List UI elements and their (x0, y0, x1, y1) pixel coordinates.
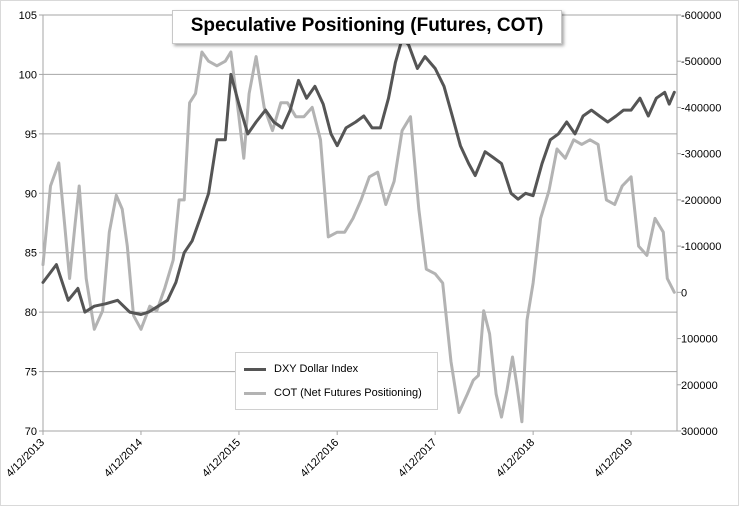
left-axis-ticks: 70 75 80 85 90 95 100 105 (19, 10, 43, 438)
series-line-dxy (41, 37, 676, 316)
right-tick-label: 200000 (681, 380, 718, 392)
series-dxy-group (41, 37, 676, 316)
right-tick-label: -400000 (681, 102, 721, 114)
series-cot-group (41, 50, 676, 424)
right-tick-label: -200000 (681, 195, 721, 207)
right-tick-label: -100000 (681, 241, 721, 253)
legend-swatch-dxy (244, 367, 266, 371)
legend-label-dxy: DXY Dollar Index (274, 363, 359, 375)
left-tick-label: 85 (25, 248, 37, 260)
left-tick-label: 105 (19, 10, 37, 22)
legend-label-cot: COT (Net Futures Positioning) (274, 387, 422, 399)
chart-title: Speculative Positioning (Futures, COT) (190, 15, 544, 36)
legend-item-cot: COT (Net Futures Positioning) (244, 385, 422, 401)
series-line-cot (41, 50, 676, 424)
legend-item-dxy: DXY Dollar Index (244, 361, 358, 377)
left-tick-label: 90 (25, 188, 37, 200)
right-tick-label: 300000 (681, 426, 718, 438)
right-tick-label: 0 (681, 287, 687, 299)
right-tick-label: 100000 (681, 334, 718, 346)
right-tick-label: -500000 (681, 56, 721, 68)
left-tick-label: 75 (25, 367, 37, 379)
legend: DXY Dollar Index COT (Net Futures Positi… (235, 352, 438, 410)
legend-swatch-cot (244, 391, 266, 395)
left-tick-label: 80 (25, 307, 37, 319)
right-tick-label: -300000 (681, 149, 721, 161)
chart-title-box: Speculative Positioning (Futures, COT) (172, 10, 562, 44)
left-tick-label: 70 (25, 426, 37, 438)
left-tick-label: 100 (19, 69, 37, 81)
right-axis-ticks: -600000 -500000 -400000 -300000 -200000 -1000… (677, 10, 721, 438)
left-tick-label: 95 (25, 129, 37, 141)
right-tick-label: -600000 (681, 10, 721, 22)
